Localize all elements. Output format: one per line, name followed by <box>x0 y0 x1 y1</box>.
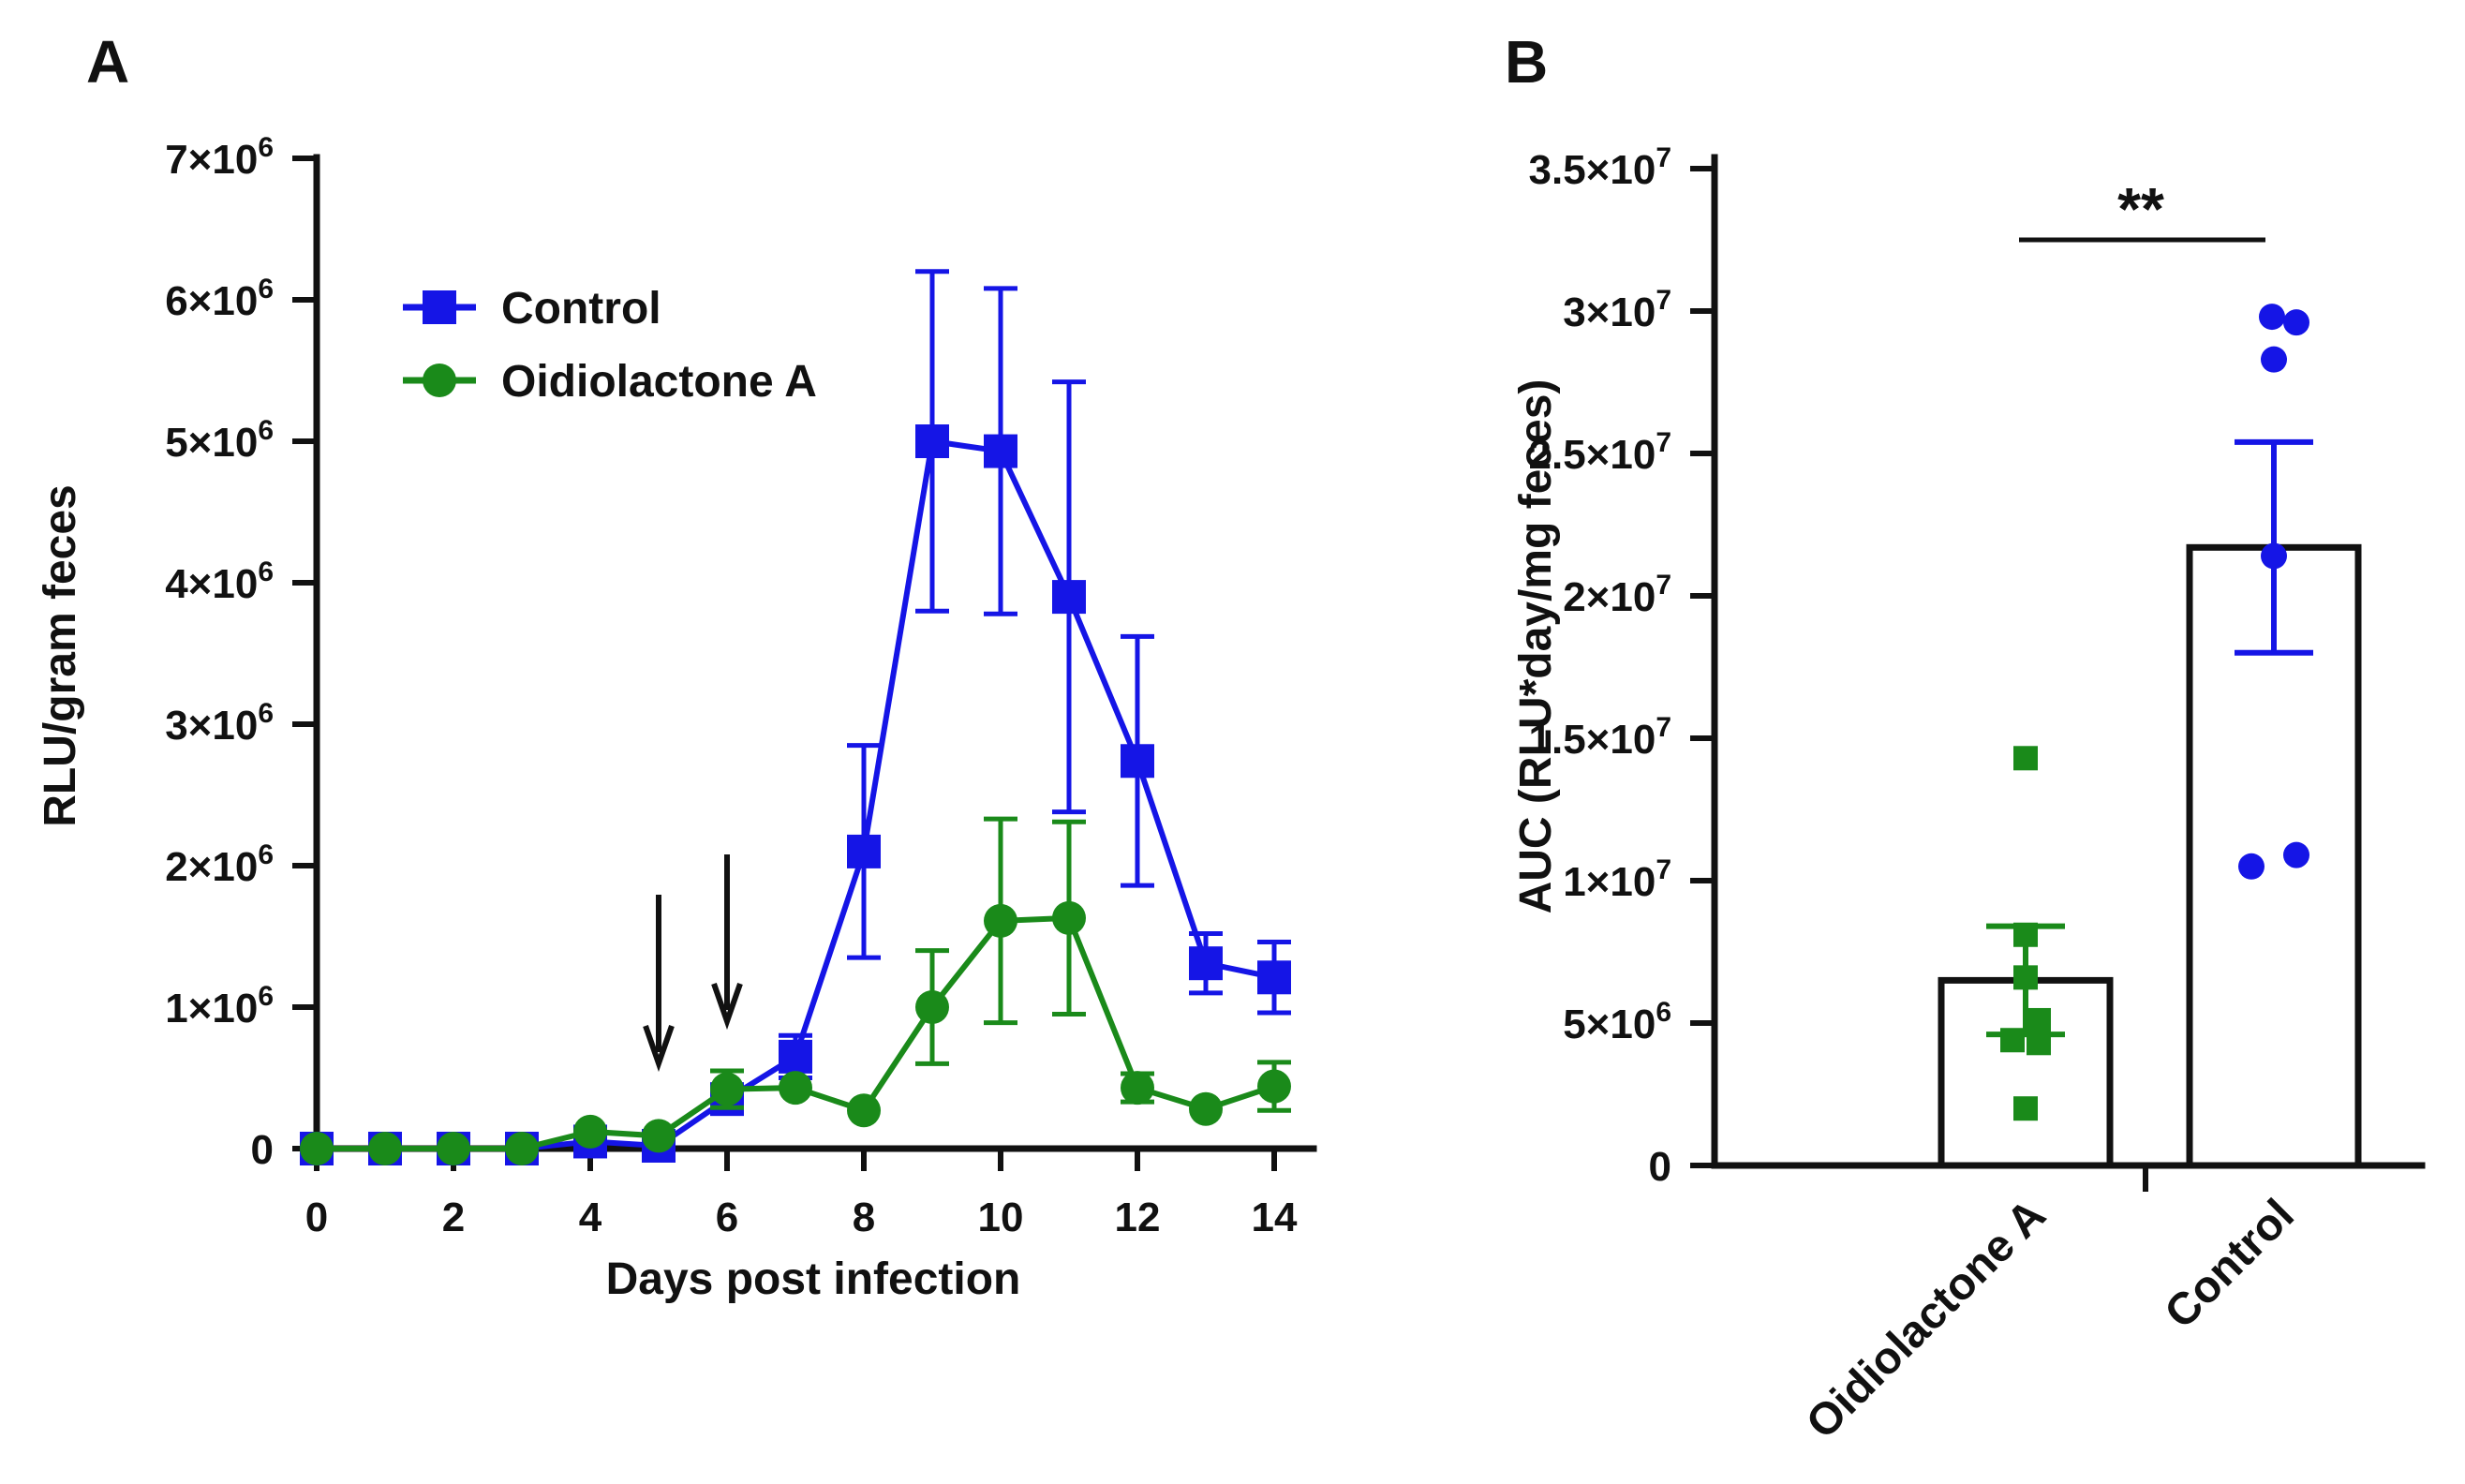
data-point-square <box>1121 744 1154 779</box>
data-point-circle <box>642 1119 676 1153</box>
x-category-label: Control <box>2156 1190 2304 1338</box>
chart-a: 0 1×106 2×106 3×106 4×106 5×106 6×106 7×106 0 2 4… <box>36 132 1317 1304</box>
significance-stars: ** <box>2117 175 2164 243</box>
chart-b-y-ticks: 0 5×106 1×107 1.5×107 2×107 2.5×107 3×107 3.5×1… <box>1529 142 1715 1190</box>
data-point-circle <box>779 1071 812 1106</box>
x-tick-label: 2 <box>442 1195 465 1240</box>
data-point-circle <box>505 1132 539 1165</box>
individual-point-square <box>2013 922 2038 947</box>
treatment-arrow-head <box>643 1025 675 1073</box>
chart-a-y-ticks: 0 1×106 2×106 3×106 4×106 5×106 6×106 7×106 <box>165 132 317 1173</box>
chart-b-bars <box>1938 304 2362 1169</box>
data-point-circle <box>984 903 1017 938</box>
y-tick-label: 3.5×107 <box>1529 142 1672 193</box>
treatment-arrow-head <box>711 983 743 1031</box>
y-tick-label: 5×106 <box>1563 997 1671 1047</box>
data-point-square <box>1257 960 1291 995</box>
individual-point-square <box>2013 965 2038 990</box>
individual-point-circle <box>2283 841 2309 868</box>
data-point-circle <box>573 1114 607 1149</box>
y-tick-label: 0 <box>1649 1144 1671 1190</box>
x-tick-label: 14 <box>1252 1195 1298 1240</box>
y-tick-label: 5×106 <box>165 415 274 466</box>
individual-point-circle <box>2261 346 2287 373</box>
data-point-circle <box>368 1132 402 1165</box>
chart-a-x-axis-title: Days post infection <box>606 1254 1021 1304</box>
chart-a-arrows <box>643 854 743 1073</box>
y-tick-label: 7×106 <box>165 132 274 183</box>
data-point-square <box>1189 946 1223 981</box>
chart-a-legend: Control Oidiolactone A <box>403 284 817 407</box>
data-point-circle <box>710 1072 744 1106</box>
y-tick-label: 3×107 <box>1563 285 1671 335</box>
individual-point-circle <box>2261 542 2287 570</box>
data-point-circle <box>1189 1091 1223 1126</box>
y-tick-label: 4×106 <box>165 556 274 607</box>
panel-a-letter: A <box>86 28 129 96</box>
y-tick-label: 1×107 <box>1563 854 1671 905</box>
y-tick-label: 1×106 <box>165 981 274 1031</box>
data-point-circle <box>300 1132 334 1165</box>
individual-point-circle <box>2283 309 2309 336</box>
x-tick-label: 12 <box>1115 1195 1161 1240</box>
chart-a-series <box>300 269 1291 1165</box>
data-point-square <box>915 424 949 458</box>
individual-point-square <box>2000 1028 2025 1053</box>
individual-point-square <box>2027 1031 2051 1056</box>
data-point-circle <box>915 990 949 1024</box>
x-tick-label: 0 <box>305 1195 328 1240</box>
bar-group-oidiolactone-a <box>1938 746 2114 1169</box>
significance-bracket: ** <box>2019 175 2265 243</box>
individual-point-square <box>2027 1007 2051 1032</box>
y-tick-label: 2×106 <box>165 839 274 890</box>
individual-point-square <box>2013 746 2038 771</box>
x-tick-label: 8 <box>853 1195 875 1240</box>
data-point-circle <box>1052 900 1086 935</box>
series-oidiolactone-a <box>300 816 1291 1165</box>
data-point-square <box>779 1039 812 1074</box>
chart-b-x-labels: Oidiolactone A Control <box>1797 1190 2304 1448</box>
chart-a-y-axis-title: RLU/gram feces <box>36 484 85 826</box>
individual-point-circle <box>2259 304 2285 331</box>
legend-control-square-marker <box>423 290 456 324</box>
y-tick-label: 2.5×107 <box>1529 427 1672 478</box>
y-tick-label: 6×106 <box>165 274 274 324</box>
legend-control-label: Control <box>501 284 661 334</box>
chart-b-y-axis-title: AUC (RLU*day/mg feces) <box>1511 379 1561 914</box>
x-tick-label: 4 <box>579 1195 602 1240</box>
legend-oidiolactone-circle-marker <box>423 364 456 397</box>
x-tick-label: 6 <box>716 1195 738 1240</box>
data-point-circle <box>1257 1069 1291 1104</box>
legend-oidiolactone-label: Oidiolactone A <box>501 357 817 407</box>
bar-group-control <box>2186 304 2362 1169</box>
individual-point-circle <box>2238 853 2265 880</box>
data-point-circle <box>847 1093 881 1128</box>
x-category-label: Oidiolactone A <box>1797 1190 2056 1448</box>
y-tick-label: 0 <box>251 1127 274 1173</box>
data-point-square <box>984 434 1017 468</box>
legend-item-oidiolactone-a: Oidiolactone A <box>403 357 817 407</box>
panel-b-letter: B <box>1505 28 1548 96</box>
y-tick-label: 1.5×107 <box>1529 712 1672 763</box>
individual-point-square <box>2013 1096 2038 1121</box>
chart-b-axes <box>1711 154 2426 1169</box>
chart-b: 0 5×106 1×107 1.5×107 2×107 2.5×107 3×107 3.5×1… <box>1511 142 2426 1448</box>
data-point-square <box>1052 580 1086 615</box>
y-tick-label: 2×107 <box>1563 570 1671 620</box>
data-point-circle <box>1121 1071 1154 1106</box>
x-tick-label: 10 <box>978 1195 1024 1240</box>
data-point-circle <box>437 1132 470 1165</box>
data-point-square <box>847 834 881 868</box>
y-tick-label: 3×106 <box>165 698 274 749</box>
legend-item-control: Control <box>403 284 661 334</box>
